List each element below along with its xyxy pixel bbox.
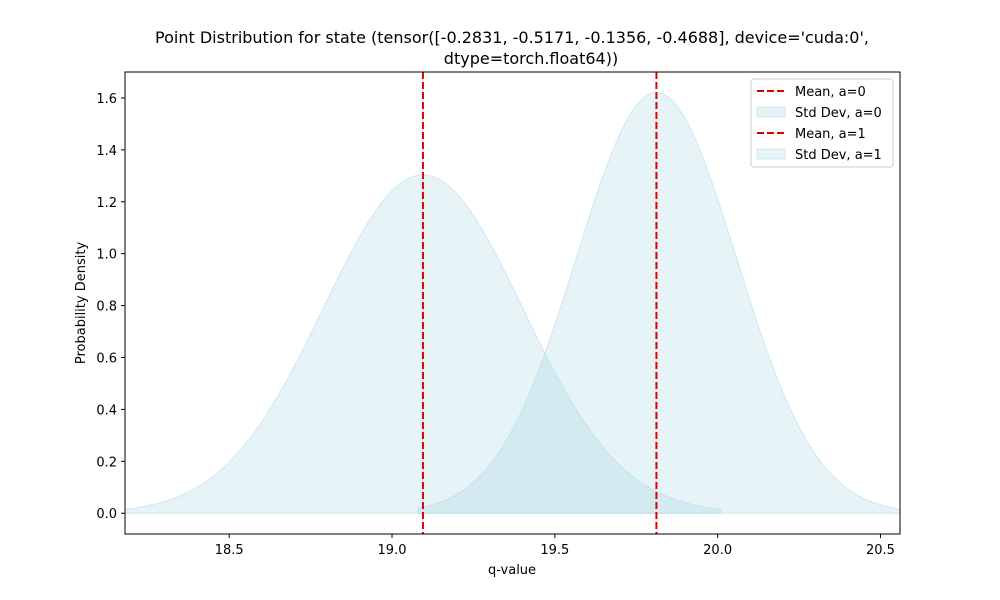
mean-lines [421, 72, 658, 534]
y-tick-label: 0.6 [96, 352, 117, 367]
legend-entry-label: Mean, a=1 [795, 127, 866, 142]
y-axis-ticks: 0.0 0.2 0.4 0.6 0.8 1.0 1.2 1.4 1.6 [96, 92, 125, 522]
legend-std-swatch [756, 106, 786, 118]
y-tick-label: 1.2 [96, 196, 117, 211]
x-tick-label: 20.0 [703, 543, 732, 558]
legend-std-swatch [756, 148, 786, 160]
legend-entry-label: Mean, a=0 [795, 85, 866, 100]
x-axis-ticks: 18.5 19.0 19.5 20.0 20.5 [215, 534, 895, 558]
x-axis-label: q-value [488, 563, 536, 578]
x-tick-label: 19.0 [378, 543, 407, 558]
y-tick-label: 1.4 [96, 144, 117, 159]
y-axis-label: Probability Density [74, 242, 89, 365]
x-tick-label: 20.5 [866, 543, 895, 558]
legend-entry-label: Std Dev, a=1 [795, 148, 882, 163]
std-dev-area-a1 [417, 91, 901, 514]
chart-title-line-2: dtype=torch.float64)) [444, 49, 618, 68]
plot-frame [124, 71, 901, 535]
x-tick-label: 18.5 [215, 543, 244, 558]
legend-entry-label: Std Dev, a=0 [795, 106, 882, 121]
legend: Mean, a=0 Std Dev, a=0 Mean, a=1 Std Dev, a… [750, 78, 894, 168]
y-tick-label: 0.8 [96, 300, 117, 315]
y-tick-label: 1.6 [96, 92, 117, 107]
y-tick-label: 0.4 [96, 403, 117, 418]
x-tick-label: 19.5 [540, 543, 569, 558]
y-tick-label: 1.0 [96, 248, 117, 263]
legend-box [750, 78, 894, 168]
chart-title-line-1: Point Distribution for state (tensor([-0… [155, 28, 869, 47]
y-tick-label: 0.2 [96, 455, 117, 470]
y-tick-label: 0.0 [96, 507, 117, 522]
